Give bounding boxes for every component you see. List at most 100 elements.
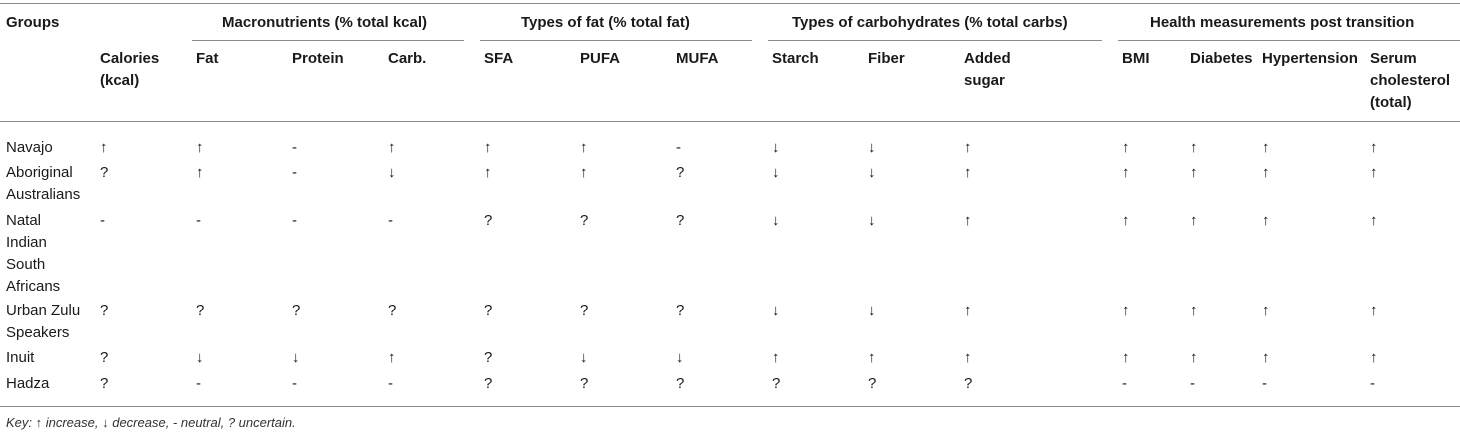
table-cell-sfa: ? [484, 349, 493, 366]
table-cell-mufa: ? [676, 164, 685, 181]
table-cell-hypertension: ↑ [1262, 139, 1270, 156]
row-label: Urban Zulu [6, 302, 81, 319]
table-cell-pufa: ? [580, 302, 589, 319]
table-cell-hypertension: ↑ [1262, 212, 1270, 229]
group-rule-fat-types [480, 40, 752, 41]
table-cell-bmi: - [1122, 375, 1127, 392]
table-cell-hypertension: ↑ [1262, 302, 1270, 319]
row-label: Speakers [6, 324, 70, 341]
table-cell-fiber: ↓ [868, 212, 876, 229]
table-cell-serum-cholesterol: ↑ [1370, 349, 1378, 366]
column-header-added-sugar: Added [964, 50, 1011, 67]
column-header-calories: (kcal) [100, 72, 140, 89]
row-label: Africans [6, 278, 61, 295]
table-cell-calories: ? [100, 349, 109, 366]
table-cell-mufa: - [676, 139, 681, 156]
table-cell-sfa: ↑ [484, 164, 492, 181]
group-rule-carb-types [768, 40, 1102, 41]
table-cell-calories: ? [100, 164, 109, 181]
table-cell-calories: - [100, 212, 105, 229]
column-header-fat: Fat [196, 50, 219, 67]
table-cell-sfa: ↑ [484, 139, 492, 156]
table-cell-pufa: ↓ [580, 349, 588, 366]
table-cell-serum-cholesterol: ↑ [1370, 212, 1378, 229]
table-cell-protein: - [292, 375, 297, 392]
table-cell-calories: ? [100, 375, 109, 392]
table-cell-bmi: ↑ [1122, 349, 1130, 366]
table-cell-fiber: ↓ [868, 139, 876, 156]
group-header-fat-types: Types of fat (% total fat) [521, 14, 690, 31]
row-label: Hadza [6, 375, 50, 392]
table-cell-starch: ↓ [772, 139, 780, 156]
table-cell-diabetes: ↑ [1190, 212, 1198, 229]
table-cell-mufa: ? [676, 212, 685, 229]
table-cell-added-sugar: ↑ [964, 164, 972, 181]
table-cell-added-sugar: ↑ [964, 349, 972, 366]
table-cell-fiber: ? [868, 375, 877, 392]
column-header-hypertension: Hypertension [1262, 50, 1358, 67]
group-header-health: Health measurements post transition [1150, 14, 1415, 31]
table-cell-protein: ? [292, 302, 301, 319]
table-cell-protein: ↓ [292, 349, 300, 366]
table-cell-protein: - [292, 139, 297, 156]
table-cell-calories: ? [100, 302, 109, 319]
row-label: Aboriginal [6, 164, 73, 181]
column-header-calories: Calories [100, 50, 160, 67]
table-cell-fiber: ↓ [868, 164, 876, 181]
table-cell-hypertension: ↑ [1262, 349, 1270, 366]
table-cell-fat: ? [196, 302, 205, 319]
table-cell-protein: - [292, 212, 297, 229]
table-cell-serum-cholesterol: ↑ [1370, 164, 1378, 181]
table-cell-carb: ↓ [388, 164, 396, 181]
table-cell-serum-cholesterol: ↑ [1370, 302, 1378, 319]
column-header-starch: Starch [772, 50, 819, 67]
table-cell-fiber: ↑ [868, 349, 876, 366]
table-cell-carb: - [388, 212, 393, 229]
table-cell-pufa: ? [580, 212, 589, 229]
column-header-mufa: MUFA [676, 50, 719, 67]
table-cell-carb: ↑ [388, 139, 396, 156]
table-cell-serum-cholesterol: ↑ [1370, 139, 1378, 156]
column-header-sfa: SFA [484, 50, 514, 67]
table-cell-hypertension: ↑ [1262, 164, 1270, 181]
table-cell-diabetes: ↑ [1190, 302, 1198, 319]
table-cell-starch: ↑ [772, 349, 780, 366]
table-cell-diabetes: - [1190, 375, 1195, 392]
column-header-protein: Protein [292, 50, 344, 67]
table-cell-added-sugar: ↑ [964, 139, 972, 156]
table-cell-fat: - [196, 375, 201, 392]
column-header-fiber: Fiber [868, 50, 905, 67]
table-cell-bmi: ↑ [1122, 302, 1130, 319]
column-header-diabetes: Diabetes [1190, 50, 1253, 67]
table-cell-bmi: ↑ [1122, 139, 1130, 156]
table-cell-pufa: ? [580, 375, 589, 392]
table-cell-fat: ↑ [196, 164, 204, 181]
column-header-serum-cholesterol: (total) [1370, 94, 1412, 111]
table-cell-mufa: ↓ [676, 349, 684, 366]
column-header-bmi: BMI [1122, 50, 1150, 67]
table-cell-added-sugar: ? [964, 375, 973, 392]
table-cell-mufa: ? [676, 302, 685, 319]
group-rule-macronutrients [192, 40, 464, 41]
table-cell-sfa: ? [484, 375, 493, 392]
table-cell-diabetes: ↑ [1190, 139, 1198, 156]
table-cell-starch: ↓ [772, 302, 780, 319]
column-header-pufa: PUFA [580, 50, 621, 67]
table-cell-fiber: ↓ [868, 302, 876, 319]
row-label: Navajo [6, 139, 53, 156]
row-label: Indian [6, 234, 47, 251]
table-cell-sfa: ? [484, 212, 493, 229]
table-cell-fat: ↑ [196, 139, 204, 156]
table-cell-added-sugar: ↑ [964, 212, 972, 229]
group-header-macronutrients: Macronutrients (% total kcal) [222, 14, 428, 31]
table-cell-mufa: ? [676, 375, 685, 392]
table-cell-fat: ↓ [196, 349, 204, 366]
table-cell-serum-cholesterol: - [1370, 375, 1375, 392]
table-cell-pufa: ↑ [580, 139, 588, 156]
row-label: Natal [6, 212, 42, 229]
table-cell-carb: ↑ [388, 349, 396, 366]
table-cell-fat: - [196, 212, 201, 229]
table-cell-carb: ? [388, 302, 397, 319]
header-bottom-rule [0, 121, 1460, 122]
table-cell-starch: ? [772, 375, 781, 392]
